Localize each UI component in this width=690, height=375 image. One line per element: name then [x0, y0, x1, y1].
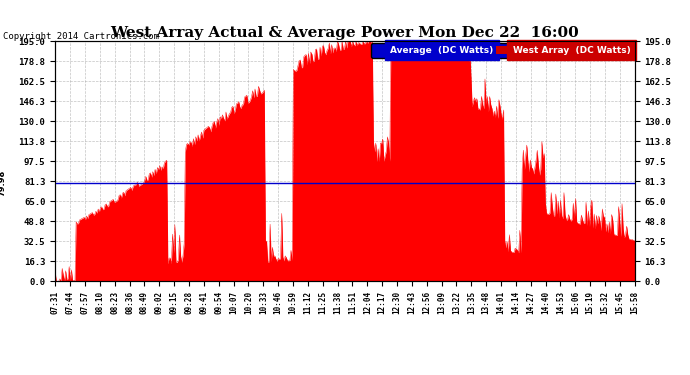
Text: Copyright 2014 Cartronics.com: Copyright 2014 Cartronics.com	[3, 32, 159, 41]
Text: 79.98: 79.98	[0, 170, 7, 196]
Legend: Average  (DC Watts), West Array  (DC Watts): Average (DC Watts), West Array (DC Watts…	[371, 43, 633, 58]
Title: West Array Actual & Average Power Mon Dec 22  16:00: West Array Actual & Average Power Mon De…	[110, 26, 580, 40]
